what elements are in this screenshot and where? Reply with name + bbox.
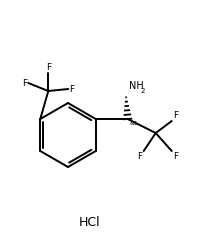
Text: F: F (173, 111, 178, 120)
Text: NH: NH (129, 81, 143, 91)
Text: 2: 2 (141, 88, 145, 94)
Text: &1: &1 (130, 121, 138, 126)
Text: F: F (69, 84, 74, 94)
Text: F: F (173, 152, 178, 161)
Text: F: F (22, 78, 27, 88)
Text: F: F (138, 152, 143, 161)
Text: F: F (46, 63, 51, 72)
Text: HCl: HCl (79, 216, 101, 228)
